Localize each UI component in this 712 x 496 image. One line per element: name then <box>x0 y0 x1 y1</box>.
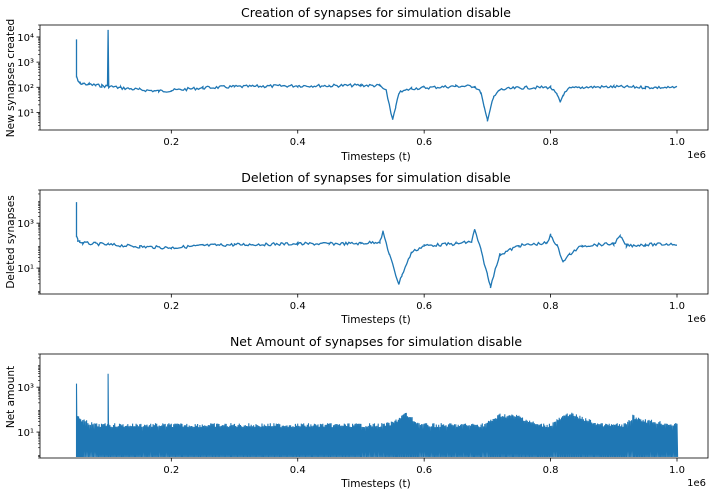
chart-title: Creation of synapses for simulation disa… <box>241 5 511 20</box>
x-tick-label: 0.8 <box>543 301 559 312</box>
series-line <box>75 373 679 458</box>
plot-area: 0.2 0.4 0.6 0.8 1.0 10¹ 10³ <box>17 189 709 312</box>
x-tick-label: 0.4 <box>290 465 306 476</box>
x-axis-label: Timesteps (t) <box>340 151 411 163</box>
x-tick-label: 0.8 <box>543 465 559 476</box>
subplot-deletion: Deletion of synapses for simulation disa… <box>5 170 709 326</box>
plot-area: 0.2 0.4 0.6 0.8 1.0 10¹ 10³ <box>17 353 709 476</box>
y-axis-label: Deleted synapses <box>5 195 17 288</box>
y-tick-label: 10⁴ <box>17 33 34 44</box>
subplot-net-amount: Net Amount of synapses for simulation di… <box>5 334 709 490</box>
x-tick-label: 1.0 <box>669 301 685 312</box>
x-axis-label: Timesteps (t) <box>340 314 411 326</box>
plot-area: 0.2 0.4 0.6 0.8 1.0 10¹ 10² 10³ 10⁴ <box>17 24 709 148</box>
axes-frame <box>39 189 709 295</box>
x-tick-label: 0.4 <box>290 301 306 312</box>
y-tick-label: 10³ <box>17 58 34 69</box>
x-offset-label: 1e6 <box>687 314 706 325</box>
x-tick-label: 0.4 <box>290 137 306 148</box>
y-tick-label: 10¹ <box>17 264 34 275</box>
x-tick-label: 0.6 <box>416 301 432 312</box>
x-axis-label: Timesteps (t) <box>340 478 411 490</box>
y-tick-label: 10³ <box>17 219 34 230</box>
x-tick-label: 0.6 <box>416 137 432 148</box>
chart-title: Deletion of synapses for simulation disa… <box>241 170 511 185</box>
x-tick-label: 0.2 <box>163 137 179 148</box>
x-offset-label: 1e6 <box>687 478 706 489</box>
y-tick-label: 10³ <box>17 383 34 394</box>
subplot-creation: Creation of synapses for simulation disa… <box>5 5 709 163</box>
x-tick-label: 1.0 <box>669 137 685 148</box>
axes-frame <box>39 24 709 131</box>
series-line <box>75 202 678 289</box>
x-offset-label: 1e6 <box>687 150 706 161</box>
y-tick-label: 10¹ <box>17 428 34 439</box>
y-axis-label: New synapses created <box>5 19 17 137</box>
chart-title: Net Amount of synapses for simulation di… <box>230 334 522 349</box>
y-tick-label: 10² <box>17 83 34 94</box>
x-tick-label: 0.6 <box>416 465 432 476</box>
x-tick-label: 0.8 <box>543 137 559 148</box>
series-line <box>75 29 678 122</box>
x-tick-label: 1.0 <box>669 465 685 476</box>
x-tick-label: 0.2 <box>163 465 179 476</box>
y-tick-label: 10¹ <box>17 108 34 119</box>
axes-frame <box>39 353 709 459</box>
x-tick-label: 0.2 <box>163 301 179 312</box>
y-axis-label: Net amount <box>5 366 17 428</box>
